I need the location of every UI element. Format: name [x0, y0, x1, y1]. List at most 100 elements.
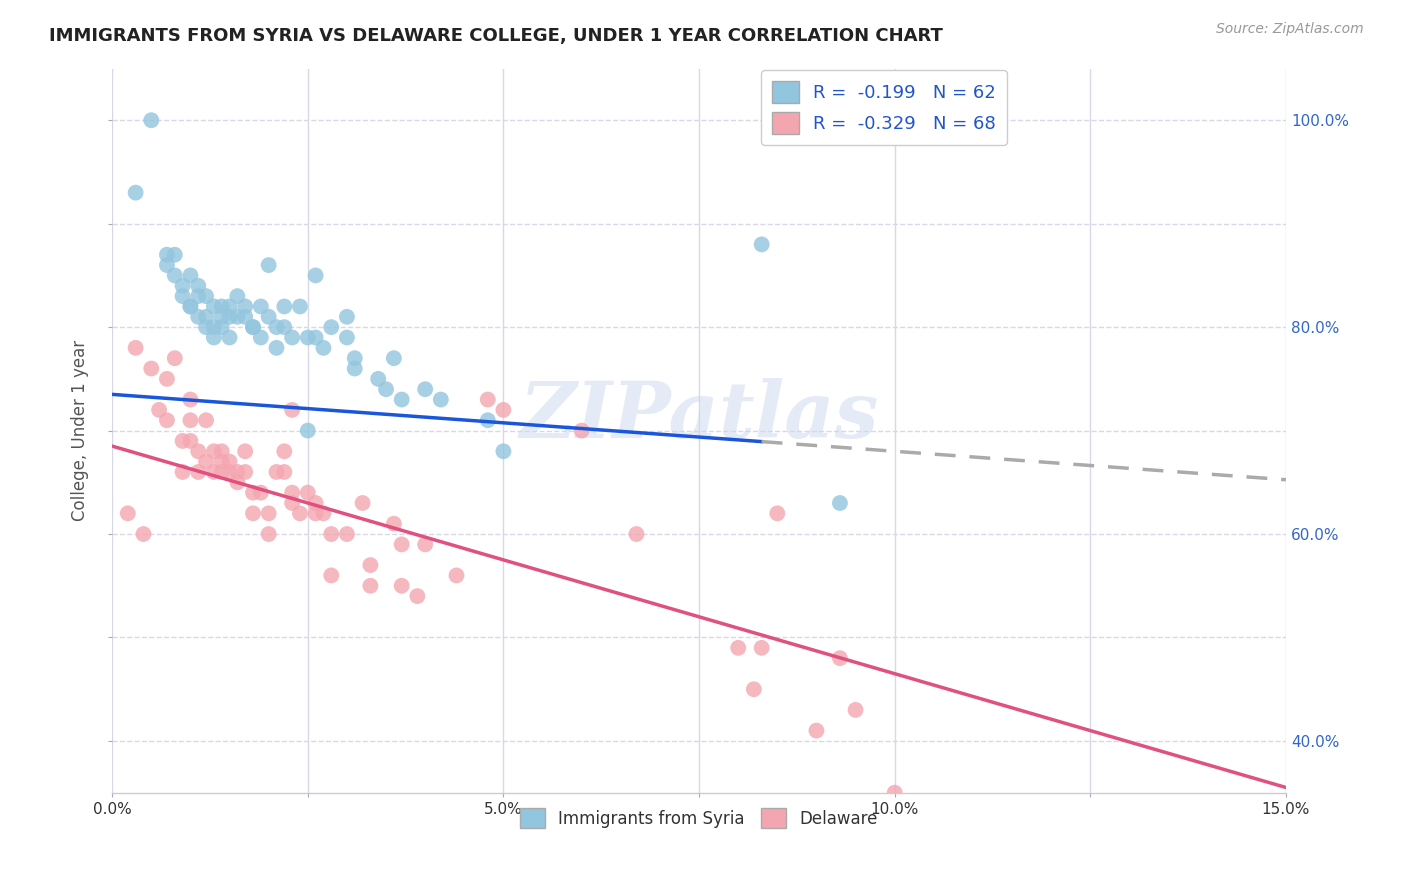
- Point: [352, 496, 374, 510]
- Point: [391, 392, 413, 407]
- Text: IMMIGRANTS FROM SYRIA VS DELAWARE COLLEGE, UNDER 1 YEAR CORRELATION CHART: IMMIGRANTS FROM SYRIA VS DELAWARE COLLEG…: [49, 27, 943, 45]
- Point: [156, 248, 179, 262]
- Point: [218, 330, 240, 344]
- Point: [242, 320, 264, 334]
- Point: [117, 506, 139, 520]
- Point: [218, 300, 240, 314]
- Point: [477, 413, 499, 427]
- Point: [297, 485, 319, 500]
- Point: [172, 434, 194, 448]
- Point: [288, 506, 311, 520]
- Point: [172, 289, 194, 303]
- Point: [124, 186, 146, 200]
- Point: [273, 320, 295, 334]
- Point: [172, 465, 194, 479]
- Point: [187, 310, 209, 324]
- Point: [226, 465, 249, 479]
- Point: [477, 392, 499, 407]
- Point: [233, 310, 256, 324]
- Point: [211, 320, 233, 334]
- Point: [304, 506, 326, 520]
- Point: [266, 341, 288, 355]
- Point: [148, 403, 170, 417]
- Point: [321, 527, 343, 541]
- Point: [312, 341, 335, 355]
- Point: [195, 413, 218, 427]
- Point: [226, 310, 249, 324]
- Point: [375, 382, 398, 396]
- Point: [430, 392, 453, 407]
- Point: [359, 579, 381, 593]
- Text: ZIPatlas: ZIPatlas: [519, 378, 879, 454]
- Point: [156, 413, 179, 427]
- Point: [187, 465, 209, 479]
- Point: [211, 465, 233, 479]
- Legend: Immigrants from Syria, Delaware: Immigrants from Syria, Delaware: [513, 801, 884, 835]
- Point: [304, 330, 326, 344]
- Point: [845, 703, 868, 717]
- Point: [257, 506, 280, 520]
- Point: [266, 320, 288, 334]
- Point: [202, 300, 225, 314]
- Point: [172, 278, 194, 293]
- Point: [195, 289, 218, 303]
- Point: [257, 258, 280, 272]
- Point: [179, 392, 201, 407]
- Point: [211, 455, 233, 469]
- Point: [382, 351, 405, 366]
- Point: [132, 527, 155, 541]
- Point: [163, 268, 186, 283]
- Point: [202, 444, 225, 458]
- Point: [626, 527, 648, 541]
- Point: [226, 289, 249, 303]
- Point: [321, 320, 343, 334]
- Point: [281, 485, 304, 500]
- Text: Source: ZipAtlas.com: Source: ZipAtlas.com: [1216, 22, 1364, 37]
- Point: [179, 434, 201, 448]
- Point: [304, 496, 326, 510]
- Point: [187, 444, 209, 458]
- Point: [751, 237, 773, 252]
- Point: [218, 455, 240, 469]
- Point: [195, 320, 218, 334]
- Point: [187, 278, 209, 293]
- Point: [141, 113, 163, 128]
- Point: [828, 651, 851, 665]
- Point: [297, 330, 319, 344]
- Point: [179, 413, 201, 427]
- Point: [226, 475, 249, 490]
- Point: [179, 300, 201, 314]
- Point: [343, 361, 366, 376]
- Point: [391, 537, 413, 551]
- Point: [242, 506, 264, 520]
- Point: [195, 310, 218, 324]
- Point: [202, 330, 225, 344]
- Point: [242, 320, 264, 334]
- Point: [266, 465, 288, 479]
- Point: [281, 403, 304, 417]
- Point: [233, 465, 256, 479]
- Point: [163, 351, 186, 366]
- Point: [751, 640, 773, 655]
- Point: [202, 465, 225, 479]
- Point: [288, 300, 311, 314]
- Point: [359, 558, 381, 572]
- Point: [163, 248, 186, 262]
- Point: [413, 537, 436, 551]
- Point: [179, 268, 201, 283]
- Point: [571, 424, 593, 438]
- Point: [218, 310, 240, 324]
- Point: [336, 330, 359, 344]
- Point: [250, 330, 273, 344]
- Point: [156, 372, 179, 386]
- Point: [233, 300, 256, 314]
- Point: [257, 310, 280, 324]
- Point: [257, 527, 280, 541]
- Point: [211, 300, 233, 314]
- Point: [250, 485, 273, 500]
- Point: [179, 300, 201, 314]
- Point: [273, 465, 295, 479]
- Point: [124, 341, 146, 355]
- Point: [281, 330, 304, 344]
- Point: [281, 496, 304, 510]
